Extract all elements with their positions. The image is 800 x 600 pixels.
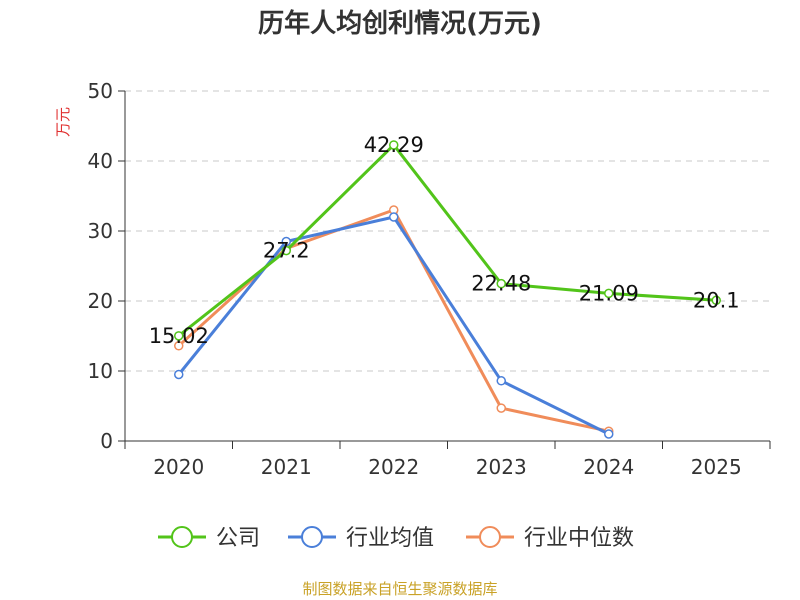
- data-point: [281, 245, 291, 256]
- data-label: 15.02: [149, 324, 209, 348]
- data-point: [496, 403, 506, 413]
- data-label: 42.29: [364, 133, 424, 157]
- y-tick-label: 50: [88, 79, 113, 103]
- data-point: [174, 369, 184, 380]
- data-point: [281, 236, 291, 247]
- data-label: 27.2: [263, 239, 310, 263]
- legend-marker: [301, 526, 323, 548]
- y-tick-label: 0: [100, 429, 113, 453]
- legend-label: 行业均值: [346, 526, 434, 551]
- y-tick-label: 40: [88, 149, 113, 173]
- y-tick-label: 30: [88, 219, 113, 243]
- source-note: 制图数据来自恒生聚源数据库: [302, 580, 497, 598]
- chart-title: 历年人均创利情况(万元): [258, 8, 542, 39]
- x-tick-label: 2022: [368, 455, 419, 479]
- x-tick-label: 2024: [583, 455, 634, 479]
- series-line-0: [177, 143, 717, 338]
- y-tick-label: 10: [88, 359, 113, 383]
- data-point: [604, 288, 614, 299]
- legend-marker: [479, 526, 501, 548]
- series-line-2: [177, 208, 610, 433]
- data-point: [389, 140, 399, 150]
- data-point: [174, 331, 184, 341]
- data-label: 20.1: [693, 288, 740, 312]
- legend-label: 行业中位数: [524, 526, 634, 551]
- y-axis-label: 万元: [54, 107, 72, 137]
- data-label: 21.09: [579, 281, 639, 305]
- data-point: [604, 429, 614, 439]
- legend-marker: [171, 526, 193, 548]
- y-tick-label: 20: [88, 289, 113, 313]
- series-line-1: [177, 215, 610, 436]
- x-tick-label: 2021: [261, 455, 312, 479]
- x-tick-label: 2020: [153, 455, 204, 479]
- data-label: 22.48: [471, 272, 531, 296]
- data-point: [496, 278, 506, 289]
- legend-label: 公司: [216, 526, 260, 551]
- data-point: [711, 295, 721, 306]
- data-point: [496, 376, 506, 386]
- data-point: [174, 341, 184, 351]
- x-tick-label: 2023: [476, 455, 527, 479]
- x-tick-label: 2025: [691, 455, 742, 479]
- data-point: [389, 212, 399, 222]
